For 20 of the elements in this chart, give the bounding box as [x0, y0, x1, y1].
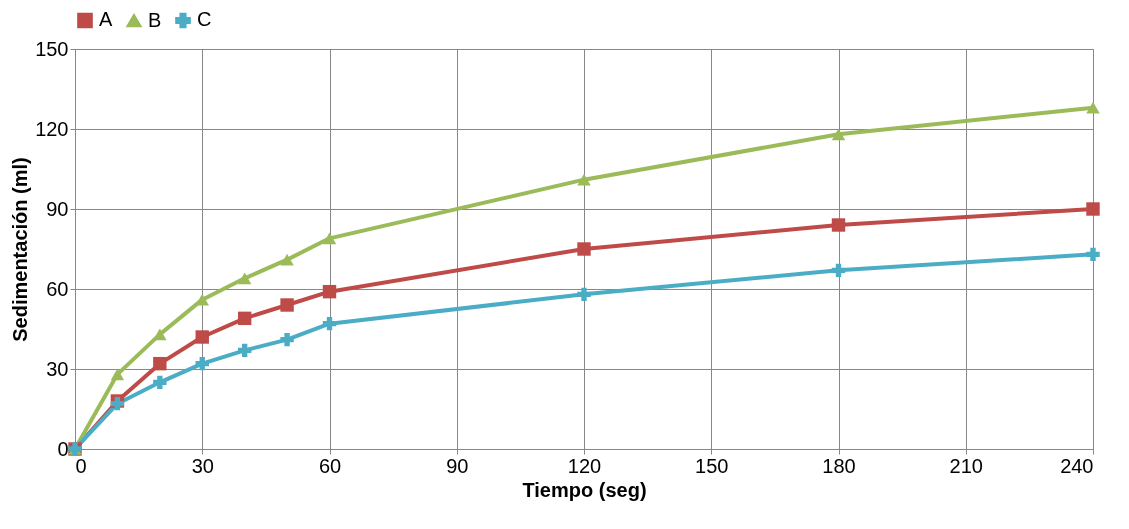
x-tick-label: 30	[191, 454, 214, 477]
x-tick-label: 90	[446, 454, 469, 477]
x-tick-label: 240	[1060, 454, 1094, 477]
x-axis-title: Tiempo (seg)	[522, 478, 647, 501]
legend-label: A	[99, 8, 113, 31]
x-tick-label: 60	[318, 454, 342, 477]
y-tick-label: 30	[46, 357, 69, 380]
y-tick-label: 120	[35, 117, 69, 140]
x-tick-label: 0	[75, 454, 87, 477]
x-tick-label: 180	[822, 454, 856, 477]
y-tick-label: 0	[57, 437, 69, 460]
y-axis-title: Sedimentación (ml)	[9, 157, 32, 342]
y-tick-label: 150	[35, 37, 69, 60]
y-tick-label: 90	[46, 197, 69, 220]
legend-label: C	[197, 8, 212, 31]
x-tick-label: 210	[949, 454, 983, 477]
y-tick-label: 60	[46, 277, 69, 300]
x-tick-label: 120	[567, 454, 602, 477]
legend-label: B	[148, 8, 162, 31]
x-tick-label: 150	[695, 454, 729, 477]
